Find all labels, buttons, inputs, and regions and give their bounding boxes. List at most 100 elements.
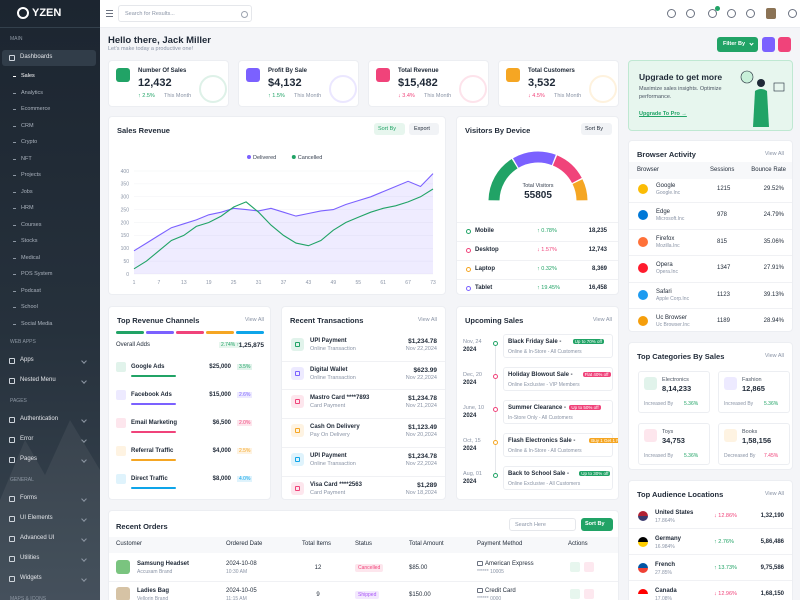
orders-search[interactable]: Search Here — [509, 518, 576, 531]
transaction-type: Card Payment — [310, 489, 346, 496]
view-all-link[interactable]: View All — [417, 317, 437, 323]
sale-box: Back to School Sale - Up to 30% off Online… — [503, 466, 613, 490]
order-amount: $85.00 — [409, 565, 428, 571]
upgrade-title: Upgrade to get more — [639, 72, 723, 82]
channel-color-bar — [146, 331, 174, 334]
greeting-title: Hello there, Jack Miller — [108, 35, 211, 46]
device-name: Desktop — [475, 247, 499, 253]
category-name: Toys — [662, 429, 674, 435]
header-icon[interactable] — [708, 9, 717, 18]
sort-button[interactable]: Sort By — [374, 123, 405, 135]
category-pct: 7.45% — [764, 453, 779, 459]
legend-label: Cancelled — [298, 155, 322, 161]
submenu-item[interactable]: HRM — [21, 205, 34, 211]
menu-item[interactable]: Advanced UI — [20, 535, 55, 541]
row-divider — [457, 260, 618, 261]
payment-method: American Express — [485, 561, 534, 567]
sales-revenue-card: Sales Revenue Sort By Export 0 50 100 150 200 25… — [108, 116, 446, 295]
menu-icon — [9, 358, 15, 364]
submenu-item[interactable]: Stocks — [21, 238, 38, 244]
upgrade-link[interactable]: Upgrade To Pro → — [639, 111, 687, 117]
submenu-item[interactable]: Social Media — [21, 320, 53, 327]
avatar[interactable] — [766, 8, 776, 19]
bounce-rate: 24.79% — [763, 212, 784, 219]
sessions: 1215 — [717, 186, 731, 192]
submenu-item[interactable]: Sales — [21, 73, 35, 79]
submenu-dot — [13, 158, 16, 160]
export-button[interactable]: Export — [409, 123, 439, 135]
header-icon[interactable] — [686, 9, 695, 18]
icon-button[interactable] — [778, 37, 791, 52]
submenu-item[interactable]: Medical — [21, 254, 40, 261]
bounce-rate: 29.52% — [763, 186, 784, 192]
x-tick-label: 31 — [256, 280, 262, 286]
menu-item[interactable]: Forms — [20, 495, 37, 501]
action-button[interactable] — [584, 562, 594, 572]
stat-card: Total Customers 3,532 ↓ 4.5% This Month — [498, 60, 619, 107]
transaction-amount: $1,123.49 — [408, 424, 437, 432]
view-all-link[interactable]: View All — [592, 317, 612, 323]
view-all-link[interactable]: View All — [764, 353, 784, 359]
country: Canada — [655, 588, 677, 594]
header-icon[interactable] — [667, 9, 676, 18]
sort-label: Sort By — [585, 521, 605, 527]
series-area — [134, 173, 433, 274]
submenu-item[interactable]: Projects — [21, 172, 41, 178]
action-button[interactable] — [570, 562, 580, 572]
export-label: Export — [414, 126, 430, 132]
icon-button[interactable] — [762, 37, 775, 52]
menu-item[interactable]: Utilities — [20, 555, 40, 561]
y-tick-label: 150 — [121, 233, 130, 239]
submenu-item[interactable]: School — [21, 304, 38, 310]
x-tick-label: 61 — [380, 280, 386, 286]
submenu-item[interactable]: POS System — [21, 271, 53, 277]
submenu-item[interactable]: Jobs — [21, 188, 33, 195]
stat-label: Number Of Sales — [138, 68, 187, 74]
table-header-bg — [109, 537, 618, 553]
view-all-link[interactable]: View All — [764, 151, 784, 157]
submenu-item[interactable]: Ecommerce — [21, 106, 51, 112]
view-all-link[interactable]: View All — [764, 491, 784, 497]
submenu-item[interactable]: Crypto — [21, 139, 38, 145]
submenu-item[interactable]: CRM — [21, 122, 34, 129]
menu-item[interactable]: Widgets — [20, 575, 42, 581]
y-tick-label: 350 — [121, 182, 130, 188]
menu-item[interactable]: Dashboards — [20, 54, 53, 60]
sort-button[interactable]: Sort By — [581, 518, 613, 531]
transaction-icon — [291, 338, 304, 351]
filter-button[interactable]: Filter By — [717, 37, 758, 52]
header-icon[interactable] — [788, 9, 797, 18]
browser-name: Google — [656, 183, 676, 189]
header-icon[interactable] — [746, 9, 755, 18]
menu-item[interactable]: Error — [20, 436, 34, 442]
submenu-item[interactable]: Podcast — [21, 287, 41, 294]
x-tick-label: 25 — [231, 280, 237, 286]
row-divider — [457, 279, 618, 280]
order-items: 12 — [314, 565, 322, 571]
sort-button[interactable]: Sort By — [581, 123, 612, 135]
menu-item[interactable]: UI Elements — [20, 515, 53, 521]
submenu-item[interactable]: Courses — [21, 221, 42, 228]
sale-audience: Online Exclusive - All Customers — [508, 481, 581, 487]
x-tick-label: 43 — [306, 280, 312, 286]
submenu-item[interactable]: NFT — [21, 155, 32, 162]
menu-item[interactable]: Nested Menu — [20, 377, 56, 383]
category-pct: 5.36% — [764, 401, 779, 407]
channel-amount: $6,500 — [212, 420, 231, 426]
search-box[interactable]: Search for Results... — [118, 5, 252, 22]
menu-item[interactable]: Authentication — [20, 416, 59, 422]
menu-item[interactable]: Apps — [20, 357, 34, 363]
submenu-item[interactable]: Analytics — [21, 89, 44, 96]
sale-date: Nov, 24 — [463, 339, 482, 345]
header-icon[interactable] — [727, 9, 736, 18]
header: Search for Results... — [100, 0, 800, 28]
action-button[interactable] — [570, 589, 580, 599]
sessions: 1347 — [717, 265, 731, 272]
action-button[interactable] — [584, 589, 594, 599]
menu-item[interactable]: Pages — [20, 456, 38, 462]
column-header: Sessions — [710, 167, 735, 173]
sale-audience: In-Store Only - All Customers — [508, 415, 573, 421]
submenu-dot — [13, 109, 16, 110]
stat-watermark — [459, 75, 487, 103]
view-all-link[interactable]: View All — [244, 317, 264, 323]
